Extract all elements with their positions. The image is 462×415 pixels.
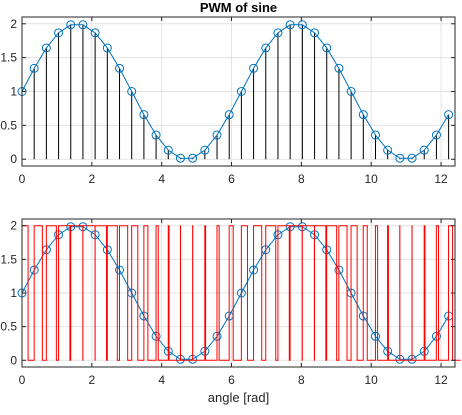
- y-tick-label: 0: [10, 353, 17, 367]
- sine-marker: [90, 28, 100, 38]
- sine-marker: [334, 63, 344, 73]
- sine-marker: [249, 63, 259, 73]
- x-tick-label: 2: [88, 373, 95, 387]
- x-tick-label: 8: [298, 172, 305, 186]
- sine-marker: [236, 87, 246, 96]
- x-tick-label: 2: [88, 172, 95, 186]
- sine-marker: [200, 145, 210, 155]
- y-tick-label: 1.5: [0, 51, 17, 65]
- sine-line: [21, 24, 450, 159]
- sine-marker: [261, 43, 271, 53]
- sine-marker: [66, 20, 76, 30]
- sine-marker: [273, 28, 283, 38]
- sine-marker: [383, 145, 393, 155]
- x-tick-label: 10: [365, 172, 379, 186]
- y-tick-label: 2: [10, 17, 17, 31]
- sine-marker: [431, 130, 441, 140]
- sine-marker: [212, 130, 222, 140]
- chart-title: PWM of sine: [200, 0, 277, 15]
- pwm-signal-line: [22, 225, 461, 361]
- x-tick-label: 8: [298, 373, 305, 387]
- sine-marker: [346, 87, 356, 96]
- sine-marker: [163, 145, 173, 155]
- y-tick-label: 1: [10, 286, 17, 300]
- y-tick-label: 0.5: [0, 320, 17, 334]
- sine-marker: [322, 43, 332, 53]
- x-axis-label: angle [rad]: [208, 390, 269, 405]
- sine-marker: [175, 153, 185, 163]
- x-tick-label: 10: [365, 373, 379, 387]
- sine-marker: [224, 110, 234, 120]
- y-tick-label: 0.5: [0, 118, 17, 132]
- y-tick-label: 0: [10, 152, 17, 166]
- sine-marker: [115, 63, 125, 73]
- x-tick-label: 6: [228, 373, 235, 387]
- sine-marker: [54, 28, 64, 38]
- sine-marker: [188, 153, 198, 163]
- sine-marker: [297, 20, 307, 30]
- sine-marker: [127, 87, 137, 96]
- sine-marker: [407, 153, 417, 163]
- sine-marker: [29, 63, 39, 73]
- x-tick-label: 0: [19, 373, 26, 387]
- sine-marker: [419, 145, 429, 155]
- x-tick-label: 4: [158, 172, 165, 186]
- x-tick-label: 6: [228, 172, 235, 186]
- x-tick-label: 12: [434, 172, 448, 186]
- y-tick-label: 1.5: [0, 252, 17, 266]
- x-tick-label: 4: [158, 373, 165, 387]
- y-tick-label: 1: [10, 85, 17, 99]
- sine-marker: [358, 110, 368, 120]
- sine-marker: [41, 43, 51, 53]
- top-axes: 0 2 4 6 8 10 12 0 0.5 1 1.5 2 PWM of sine: [0, 0, 456, 186]
- y-tick-label: 2: [10, 219, 17, 233]
- sine-marker: [102, 43, 112, 53]
- sine-marker: [310, 28, 320, 38]
- sine-marker: [395, 153, 405, 163]
- x-tick-label: 12: [434, 373, 448, 387]
- x-tick-label: 0: [19, 172, 26, 186]
- sine-marker: [370, 130, 380, 140]
- sine-marker: [151, 130, 161, 140]
- sine-marker: [444, 110, 454, 120]
- sine-marker: [285, 20, 295, 30]
- sine-marker: [139, 110, 149, 120]
- bottom-axes: 0 2 4 6 8 10 12 0 0.5 1 1.5 2 angle [rad]: [0, 218, 461, 405]
- sine-marker: [78, 20, 88, 30]
